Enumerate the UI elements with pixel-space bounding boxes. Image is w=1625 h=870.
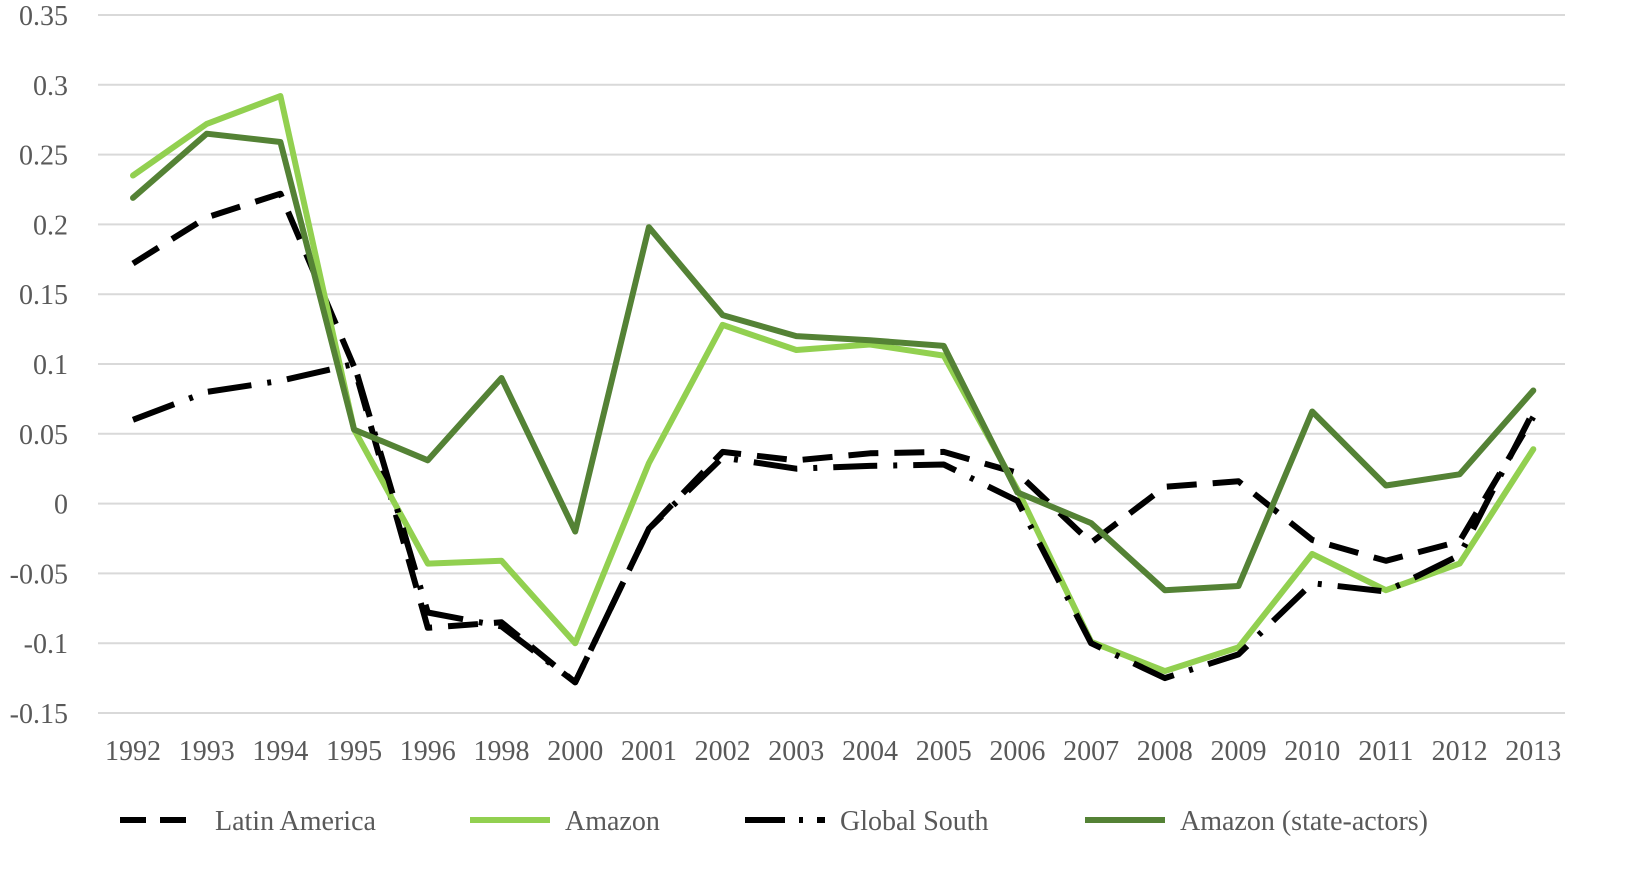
x-tick-label: 2012 — [1432, 736, 1488, 767]
x-tick-label: 2001 — [621, 736, 677, 767]
x-tick-label: 1992 — [105, 736, 161, 767]
y-tick-label: 0.2 — [33, 210, 68, 241]
x-tick-label: 1996 — [400, 736, 456, 767]
x-tick-label: 2011 — [1358, 736, 1413, 767]
x-tick-label: 2010 — [1284, 736, 1340, 767]
series-line-latin-america — [131, 190, 1536, 686]
y-tick-label: -0.15 — [10, 699, 68, 730]
x-tick-label: 2005 — [916, 736, 972, 767]
legend-label: Global South — [840, 806, 989, 837]
y-axis-tick-labels: 0.35 0.3 0.25 0.2 0.15 0.1 0.05 0 -0.05 -0.1 -0.15 — [10, 1, 68, 730]
x-tick-label: 1995 — [326, 736, 382, 767]
y-tick-label: 0.1 — [33, 350, 68, 381]
legend-label: Amazon (state-actors) — [1180, 806, 1428, 837]
legend: Latin America Amazon Global South Amazon (s… — [120, 806, 1428, 837]
x-axis-tick-labels: 1992 1993 1994 1995 1996 1998 2000 2001 2002 2003… — [105, 736, 1561, 767]
series-line-global-south — [131, 361, 1536, 686]
x-tick-label: 1998 — [474, 736, 530, 767]
gridlines — [98, 14, 1565, 714]
y-tick-label: -0.05 — [10, 559, 68, 590]
x-tick-label: 2013 — [1505, 736, 1561, 767]
y-tick-label: 0.35 — [19, 1, 68, 32]
x-tick-label: 2008 — [1137, 736, 1193, 767]
y-tick-label: 0 — [54, 490, 68, 521]
y-tick-label: -0.1 — [24, 629, 68, 660]
x-tick-label: 1993 — [179, 736, 235, 767]
series-line-amazon-state-actors — [130, 130, 1537, 594]
y-tick-label: 0.05 — [19, 420, 68, 451]
x-tick-label: 2002 — [695, 736, 751, 767]
x-tick-label: 2007 — [1063, 736, 1119, 767]
y-tick-label: 0.15 — [19, 280, 68, 311]
y-tick-label: 0.3 — [33, 71, 68, 102]
x-tick-label: 2000 — [547, 736, 603, 767]
x-tick-label: 2009 — [1211, 736, 1267, 767]
x-tick-label: 2004 — [842, 736, 898, 767]
series-lines — [130, 93, 1537, 686]
legend-label: Latin America — [215, 806, 377, 837]
x-tick-label: 2003 — [768, 736, 824, 767]
x-tick-label: 2006 — [989, 736, 1045, 767]
series-line-amazon — [130, 93, 1537, 675]
legend-label: Amazon — [565, 806, 660, 837]
y-tick-label: 0.25 — [19, 141, 68, 172]
x-tick-label: 1994 — [252, 736, 308, 767]
